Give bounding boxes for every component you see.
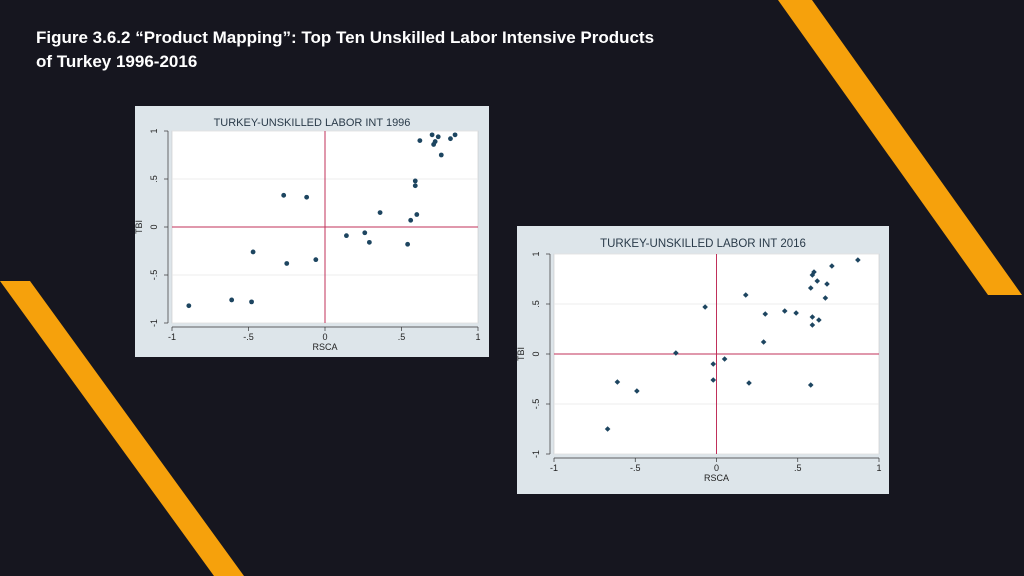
data-point [405,241,411,247]
data-point [250,249,256,255]
y-axis-label: TBI [135,220,144,234]
y-tick-label: 1 [149,128,159,133]
x-tick-label: 0 [714,463,719,473]
data-point [417,138,423,143]
stripe-top-right [778,0,1022,295]
x-tick-label: -.5 [630,463,641,473]
data-point [414,212,420,217]
data-point [284,261,290,266]
data-point [435,134,441,140]
x-tick-label: -1 [550,463,558,473]
scatter-plot-1996-svg: TURKEY-UNSKILLED LABOR INT 1996 -1 -.5 0 .5 1… [135,117,481,352]
figure-title: Figure 3.6.2 “Product Mapping”: Top Ten … [36,26,756,74]
x-tick-label: 0 [322,332,327,342]
data-point [429,132,435,138]
data-point [313,257,319,263]
y-tick-label: -.5 [531,399,541,410]
y-tick-label: -1 [531,450,541,458]
y-tick-label: 0 [531,351,541,356]
data-point [432,139,438,144]
y-tick-label: -.5 [149,270,159,281]
data-point [281,192,287,198]
x-axis-label: RSCA [704,473,729,483]
x-tick-label: 1 [876,463,881,473]
data-point [412,183,418,189]
data-point [362,230,368,236]
x-tick-label: 1 [475,332,480,342]
stripe-bottom-left [0,281,244,576]
data-point [344,233,349,239]
chart-title: TURKEY-UNSKILLED LABOR INT 1996 [214,117,411,129]
figure-title-line-1: Figure 3.6.2 “Product Mapping”: Top Ten … [36,28,655,47]
y-axis-label: TBI [517,347,526,361]
y-tick-label: -1 [149,319,159,327]
x-tick-label: .5 [398,332,406,342]
data-point [366,239,372,245]
x-tick-label: -.5 [243,332,254,342]
data-point [438,152,444,158]
data-point [452,132,458,138]
data-point [304,194,310,200]
data-point [377,210,383,215]
data-point [408,217,414,223]
data-point [229,297,235,303]
x-tick-label: -1 [168,332,176,342]
scatter-chart-1996: TURKEY-UNSKILLED LABOR INT 1996 -1 -.5 0 .5 1… [135,106,489,357]
y-tick-label: .5 [149,175,159,183]
y-tick-label: 1 [531,251,541,256]
data-point [412,178,418,184]
scatter-plot-2016-svg: TURKEY-UNSKILLED LABOR INT 2016 -1 -.5 0 .5 1… [517,238,882,483]
y-tick-label: .5 [531,300,541,308]
scatter-chart-2016: TURKEY-UNSKILLED LABOR INT 2016 -1 -.5 0 .5 1… [517,226,889,494]
x-axis-label: RSCA [312,342,337,352]
x-tick-label: .5 [794,463,802,473]
y-tick-label: 0 [149,224,159,229]
data-point [448,136,453,142]
figure-title-line-2: of Turkey 1996-2016 [36,52,198,71]
data-point [186,303,192,309]
data-point [249,299,254,305]
chart-title: TURKEY-UNSKILLED LABOR INT 2016 [600,238,806,250]
